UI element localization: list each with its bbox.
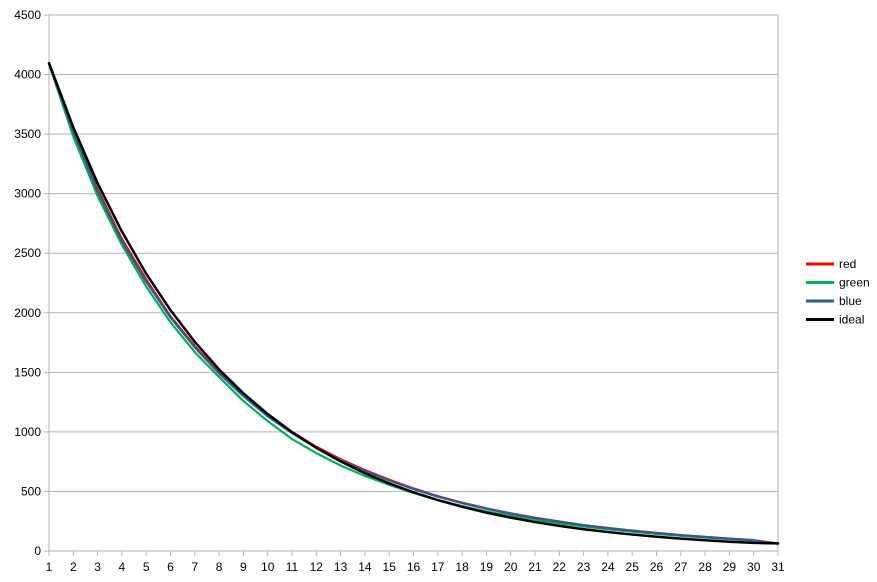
x-tick-label: 31 <box>771 560 785 574</box>
y-tick-label: 1000 <box>14 425 41 439</box>
x-tick-label: 18 <box>455 560 469 574</box>
x-tick-label: 13 <box>334 560 348 574</box>
x-tick-label: 30 <box>747 560 761 574</box>
x-tick-label: 2 <box>70 560 77 574</box>
x-tick-label: 6 <box>167 560 174 574</box>
gridlines <box>49 14 778 552</box>
x-tick-label: 10 <box>261 560 275 574</box>
y-tick-label: 4500 <box>14 8 41 22</box>
x-tick-label: 7 <box>191 560 198 574</box>
x-tick-label: 17 <box>431 560 445 574</box>
y-tick-label: 4000 <box>14 68 41 82</box>
x-tick-label: 11 <box>286 560 299 574</box>
y-tick-label: 3000 <box>14 187 41 201</box>
x-tick-label: 5 <box>143 560 150 574</box>
series-line-blue <box>47 62 780 545</box>
x-tick-label: 28 <box>698 560 712 574</box>
series-line-ideal <box>47 61 780 545</box>
x-tick-label: 19 <box>480 560 494 574</box>
series-lines <box>47 61 780 545</box>
x-tick-label: 8 <box>216 560 223 574</box>
y-tick-label: 2500 <box>14 246 41 260</box>
x-tick-label: 1 <box>46 560 53 574</box>
legend-label-blue: blue <box>839 294 862 308</box>
x-tick-label: 27 <box>674 560 688 574</box>
x-tick-label: 3 <box>94 560 101 574</box>
legend-label-ideal: ideal <box>839 313 864 327</box>
x-tick-label: 16 <box>407 560 421 574</box>
legend: red green blue ideal <box>806 257 870 327</box>
x-tick-label: 4 <box>119 560 126 574</box>
y-tick-label: 0 <box>34 544 41 558</box>
legend-label-green: green <box>839 276 870 290</box>
x-tick-label: 29 <box>723 560 737 574</box>
x-tick-label: 24 <box>601 560 615 574</box>
x-tick-label: 23 <box>577 560 591 574</box>
x-tick-label: 26 <box>650 560 664 574</box>
y-tick-label: 2000 <box>14 306 41 320</box>
x-tick-label: 14 <box>358 560 372 574</box>
y-tick-label: 3500 <box>14 127 41 141</box>
series-line-green <box>47 62 780 545</box>
x-tick-label: 9 <box>240 560 247 574</box>
x-tick-label: 25 <box>626 560 640 574</box>
y-tick-label: 1500 <box>14 365 41 379</box>
legend-label-red: red <box>839 257 856 271</box>
y-tick-label: 500 <box>21 484 41 498</box>
x-tick-label: 21 <box>528 560 542 574</box>
x-tick-label: 15 <box>383 560 397 574</box>
x-tick-label: 22 <box>553 560 567 574</box>
x-tick-label: 12 <box>310 560 324 574</box>
x-tick-label: 20 <box>504 560 518 574</box>
